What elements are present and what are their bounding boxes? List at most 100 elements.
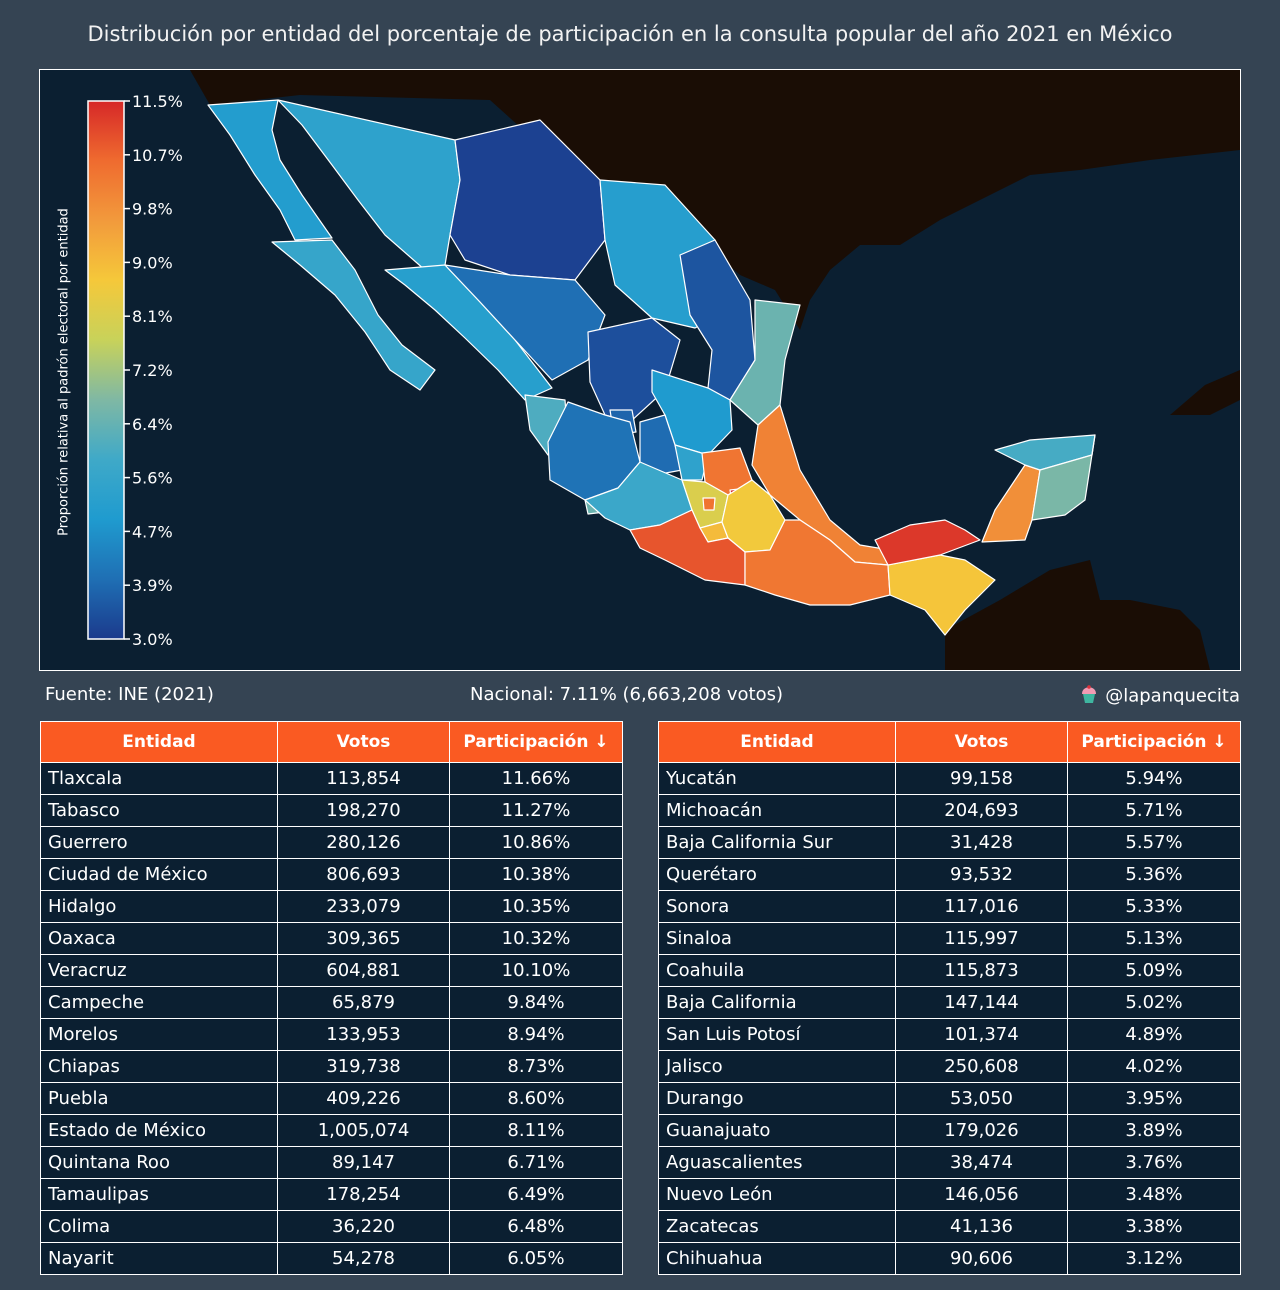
colorbar-tick-label: 3.0% [132, 630, 173, 649]
cell-votos: 146,056 [895, 1178, 1068, 1211]
table-row: Sinaloa 115,997 5.13% [658, 922, 1241, 955]
col-header-votos[interactable]: Votos [277, 721, 450, 763]
cell-participacion: 6.71% [449, 1146, 623, 1179]
cell-entidad: Colima [40, 1210, 278, 1243]
table-row: Nayarit 54,278 6.05% [40, 1242, 623, 1275]
cell-participacion: 5.02% [1067, 986, 1241, 1019]
cell-votos: 198,270 [277, 794, 450, 827]
cell-entidad: Querétaro [658, 858, 896, 891]
table-row: Campeche 65,879 9.84% [40, 986, 623, 1019]
cell-votos: 409,226 [277, 1082, 450, 1115]
table-row: Coahuila 115,873 5.09% [658, 954, 1241, 987]
cell-votos: 147,144 [895, 986, 1068, 1019]
cell-votos: 93,532 [895, 858, 1068, 891]
cell-participacion: 3.38% [1067, 1210, 1241, 1243]
cell-entidad: Baja California Sur [658, 826, 896, 859]
cell-entidad: Sonora [658, 890, 896, 923]
colorbar-tick-label: 10.7% [132, 146, 183, 165]
cell-votos: 117,016 [895, 890, 1068, 923]
table-right: Entidad Votos Participación ↓ Yucatán 99,… [658, 721, 1241, 1275]
cell-participacion: 11.66% [449, 762, 623, 795]
chart-title: Distribución por entidad del porcentaje … [87, 22, 1173, 46]
cell-votos: 309,365 [277, 922, 450, 955]
cell-entidad: Estado de México [40, 1114, 278, 1147]
col-header-entidad[interactable]: Entidad [40, 721, 278, 763]
cell-participacion: 8.11% [449, 1114, 623, 1147]
table-header-row: Entidad Votos Participación ↓ [658, 721, 1241, 763]
cell-entidad: Aguascalientes [658, 1146, 896, 1179]
cell-entidad: San Luis Potosí [658, 1018, 896, 1051]
cell-entidad: Michoacán [658, 794, 896, 827]
cell-votos: 36,220 [277, 1210, 450, 1243]
cell-votos: 115,997 [895, 922, 1068, 955]
table-row: Durango 53,050 3.95% [658, 1082, 1241, 1115]
cell-votos: 280,126 [277, 826, 450, 859]
cell-entidad: Tlaxcala [40, 762, 278, 795]
table-row: Yucatán 99,158 5.94% [658, 762, 1241, 795]
cell-entidad: Chihuahua [658, 1242, 896, 1275]
cell-participacion: 3.12% [1067, 1242, 1241, 1275]
cell-entidad: Jalisco [658, 1050, 896, 1083]
cell-votos: 38,474 [895, 1146, 1068, 1179]
table-row: Baja California 147,144 5.02% [658, 986, 1241, 1019]
cell-entidad: Puebla [40, 1082, 278, 1115]
state-ciudad-de-mexico [702, 497, 716, 511]
cell-participacion: 3.76% [1067, 1146, 1241, 1179]
state-tabasco [874, 519, 981, 566]
colorbar-tick-label: 7.2% [132, 361, 173, 380]
table-row: Sonora 117,016 5.33% [658, 890, 1241, 923]
cell-participacion: 4.89% [1067, 1018, 1241, 1051]
cell-votos: 99,158 [895, 762, 1068, 795]
cell-participacion: 5.13% [1067, 922, 1241, 955]
table-row: Tlaxcala 113,854 11.66% [40, 762, 623, 795]
table-row: Oaxaca 309,365 10.32% [40, 922, 623, 955]
col-header-participacion[interactable]: Participación ↓ [1067, 721, 1241, 763]
cell-participacion: 5.33% [1067, 890, 1241, 923]
table-row: Estado de México 1,005,074 8.11% [40, 1114, 623, 1147]
table-row: Guanajuato 179,026 3.89% [658, 1114, 1241, 1147]
state-campeche [981, 464, 1041, 543]
cupcake-icon [1079, 684, 1099, 709]
cell-participacion: 9.84% [449, 986, 623, 1019]
table-row: Ciudad de México 806,693 10.38% [40, 858, 623, 891]
table-row: Quintana Roo 89,147 6.71% [40, 1146, 623, 1179]
state-guerrero [629, 509, 746, 586]
cell-participacion: 10.35% [449, 890, 623, 923]
cell-votos: 65,879 [277, 986, 450, 1019]
state-queretaro [674, 444, 709, 481]
cell-participacion: 5.36% [1067, 858, 1241, 891]
cell-participacion: 10.10% [449, 954, 623, 987]
cell-entidad: Coahuila [658, 954, 896, 987]
col-header-votos[interactable]: Votos [895, 721, 1068, 763]
cell-entidad: Hidalgo [40, 890, 278, 923]
cell-participacion: 8.60% [449, 1082, 623, 1115]
col-header-participacion[interactable]: Participación ↓ [449, 721, 623, 763]
table-row: Chihuahua 90,606 3.12% [658, 1242, 1241, 1275]
credit: @lapanquecita [1079, 684, 1240, 709]
choropleth-map: 11.5% 10.7% 9.8% 9.0% 8.1% 7.2% 6.4% 5.6% 4.7% 3.… [39, 69, 1241, 671]
cell-entidad: Quintana Roo [40, 1146, 278, 1179]
colorbar-label: Proporción relativa al padrón electoral … [56, 208, 72, 536]
cell-entidad: Baja California [658, 986, 896, 1019]
cell-participacion: 3.48% [1067, 1178, 1241, 1211]
cell-entidad: Tamaulipas [40, 1178, 278, 1211]
table-row: Baja California Sur 31,428 5.57% [658, 826, 1241, 859]
land-cuba [1170, 370, 1240, 415]
cell-votos: 604,881 [277, 954, 450, 987]
cell-participacion: 6.05% [449, 1242, 623, 1275]
table-row: Hidalgo 233,079 10.35% [40, 890, 623, 923]
colorbar-tick-label: 8.1% [132, 307, 173, 326]
table-row: Aguascalientes 38,474 3.76% [658, 1146, 1241, 1179]
cell-entidad: Zacatecas [658, 1210, 896, 1243]
cell-participacion: 5.94% [1067, 762, 1241, 795]
source-text: Fuente: INE (2021) [45, 684, 214, 705]
state-baja-california-sur [271, 239, 436, 391]
cell-votos: 178,254 [277, 1178, 450, 1211]
cell-entidad: Yucatán [658, 762, 896, 795]
table-row: Puebla 409,226 8.60% [40, 1082, 623, 1115]
col-header-entidad[interactable]: Entidad [658, 721, 896, 763]
table-row: Colima 36,220 6.48% [40, 1210, 623, 1243]
table-row: Chiapas 319,738 8.73% [40, 1050, 623, 1083]
table-row: Tabasco 198,270 11.27% [40, 794, 623, 827]
cell-entidad: Morelos [40, 1018, 278, 1051]
